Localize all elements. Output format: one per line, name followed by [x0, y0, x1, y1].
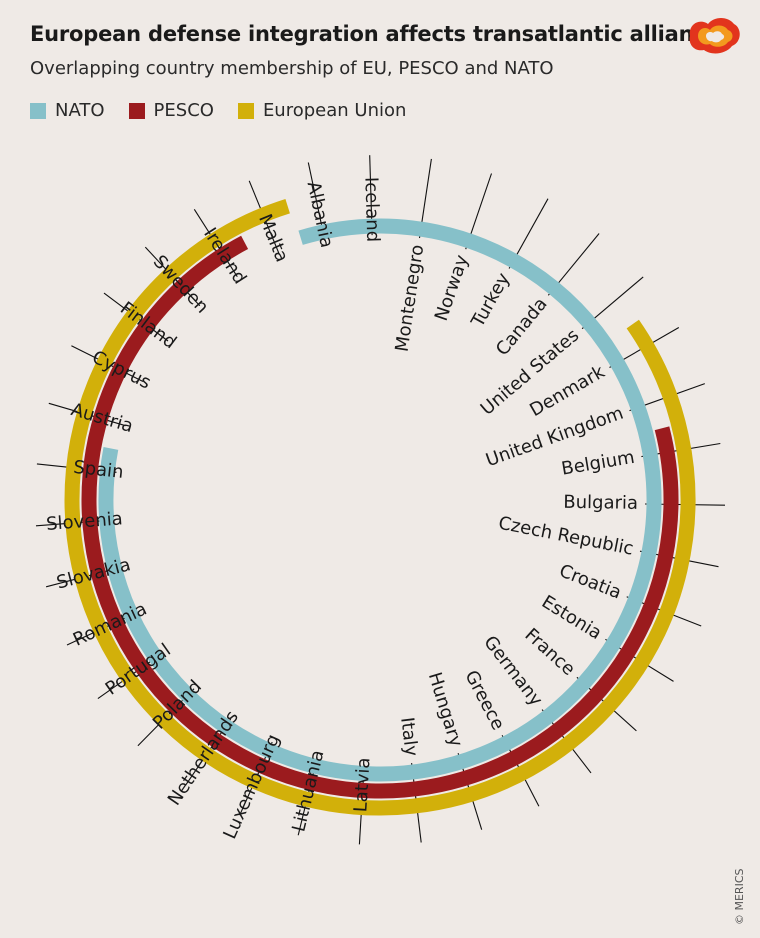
legend-item-pesco: PESCO: [128, 100, 214, 121]
legend-label-pesco: PESCO: [153, 100, 214, 121]
legend-item-eu: European Union: [237, 100, 407, 121]
legend: NATO PESCO European Union: [30, 100, 430, 121]
arc-nato: [98, 218, 662, 782]
country-label-italy: Italy: [396, 716, 422, 758]
country-label-czech-republic: Czech Republic: [497, 513, 636, 560]
country-label-latvia: Latvia: [350, 757, 374, 813]
chart-title: European defense integration affects tra…: [30, 22, 720, 46]
country-label-belgium: Belgium: [560, 447, 636, 480]
country-label-iceland: Iceland: [360, 177, 383, 243]
membership-arcs: [64, 199, 696, 816]
country-label-bulgaria: Bulgaria: [563, 492, 638, 514]
legend-item-nato: NATO: [30, 100, 105, 121]
legend-label-nato: NATO: [55, 100, 105, 121]
legend-swatch-pesco: [128, 102, 145, 119]
merics-logo-icon: [689, 18, 740, 54]
country-label-spain: Spain: [72, 457, 124, 483]
country-label-malta: Malta: [254, 211, 292, 265]
credit: © MERICS: [733, 868, 746, 926]
country-label-norway: Norway: [431, 252, 473, 324]
arc-eu: [64, 199, 696, 816]
country-label-croatia: Croatia: [556, 560, 624, 603]
chart-subtitle: Overlapping country membership of EU, PE…: [30, 58, 554, 79]
country-label-france: France: [521, 624, 580, 680]
country-label-montenegro: Montenegro: [392, 243, 429, 353]
country-label-greece: Greece: [460, 667, 508, 734]
country-label-turkey: Turkey: [467, 269, 515, 332]
legend-label-eu: European Union: [262, 100, 407, 121]
country-label-hungary: Hungary: [424, 670, 467, 750]
legend-swatch-nato: [30, 102, 46, 119]
legend-swatch-eu: [237, 102, 254, 119]
arc-pesco: [81, 235, 679, 799]
